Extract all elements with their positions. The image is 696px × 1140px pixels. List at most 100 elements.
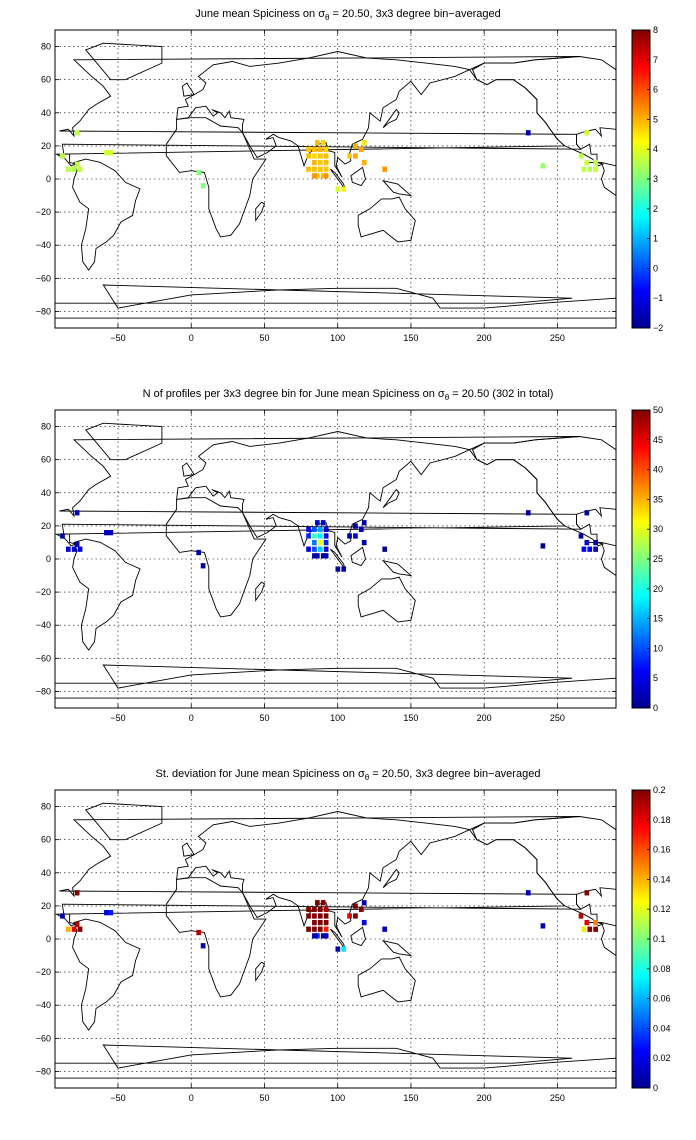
x-tick-label: 0 (189, 333, 194, 343)
data-cell (584, 919, 590, 926)
y-tick-label: −60 (36, 1033, 51, 1043)
coastline (255, 201, 266, 222)
data-cell (578, 533, 584, 539)
coastline (72, 538, 141, 651)
data-cell (361, 539, 367, 546)
colorbar-tick-label: 0.04 (653, 1023, 671, 1033)
data-cell (584, 130, 590, 136)
data-cell (525, 510, 531, 516)
data-cell (314, 933, 320, 939)
x-tick-label: 150 (403, 1093, 418, 1103)
data-cell (74, 130, 80, 136)
coastline (85, 42, 163, 81)
panel-title-text: N of profiles per 3x3 degree bin for Jun… (143, 388, 445, 400)
y-tick-label: 80 (41, 42, 51, 52)
coastline (85, 802, 163, 841)
x-tick-label: 250 (550, 1093, 565, 1103)
colorbar-tick-label: 20 (653, 584, 663, 594)
data-cell (581, 926, 587, 932)
data-cell (358, 526, 364, 532)
data-cell (317, 526, 323, 532)
x-tick-label: 200 (477, 713, 492, 723)
data-cell (317, 906, 323, 912)
data-cell (323, 539, 329, 546)
data-cell (200, 563, 206, 569)
map-panel: June mean Spiciness on σθ = 20.50, 3x3 d… (36, 8, 664, 343)
coastline (55, 1044, 616, 1079)
coastline (55, 664, 616, 699)
data-cell (200, 183, 206, 189)
coastline (350, 926, 366, 947)
data-cell (317, 919, 323, 926)
colorbar-tick-label: 0.16 (653, 845, 671, 855)
x-tick-label: 250 (550, 713, 565, 723)
data-cell (358, 906, 364, 912)
data-cell (306, 526, 311, 532)
y-tick-label: −40 (36, 1000, 51, 1010)
y-tick-label: 80 (41, 422, 51, 432)
data-cell (312, 146, 317, 152)
y-tick-label: −80 (36, 686, 51, 696)
panel-title-subscript: θ (445, 393, 450, 402)
coastlines (55, 42, 616, 319)
data-cell (540, 543, 546, 549)
coastline (382, 868, 400, 889)
x-tick-label: 150 (403, 713, 418, 723)
coastlines (55, 802, 616, 1079)
x-tick-label: −50 (110, 713, 125, 723)
coastline (55, 284, 616, 319)
data-cell (335, 566, 341, 572)
y-tick-label: −80 (36, 306, 51, 316)
panel-title: St. deviation for June mean Spiciness on… (156, 768, 541, 782)
data-cell (65, 546, 71, 552)
data-cell (382, 546, 388, 552)
data-cell (347, 153, 352, 159)
data-cell (317, 153, 323, 159)
colorbar-tick-label: 0.2 (653, 785, 666, 795)
x-tick-label: 50 (259, 1093, 269, 1103)
map-panel: St. deviation for June mean Spiciness on… (36, 768, 671, 1103)
data-cell (341, 946, 347, 952)
y-tick-label: −20 (36, 207, 51, 217)
colorbar-tick-label: 35 (653, 494, 663, 504)
colorbar-tick-label: 2 (653, 204, 658, 214)
data-cell (77, 166, 83, 172)
data-cell (314, 520, 320, 526)
coastline (165, 117, 267, 238)
panel-title-suffix: = 20.50, 3x3 degree bin−averaged (369, 768, 540, 780)
y-tick-label: 60 (41, 455, 51, 465)
data-cell (60, 153, 65, 159)
y-tick-label: 80 (41, 802, 51, 812)
x-tick-label: 100 (330, 333, 345, 343)
data-cell (317, 146, 323, 152)
colorbar-tick-label: 7 (653, 55, 658, 65)
data-cell (593, 159, 598, 166)
data-cell (71, 546, 77, 552)
coastline (381, 939, 413, 957)
data-cell (306, 546, 311, 552)
data-cell (312, 919, 317, 926)
data-cell (77, 546, 83, 552)
data-cell (312, 533, 317, 539)
data-cell (312, 153, 317, 159)
colorbar-tick-label: 3 (653, 174, 658, 184)
data-cell (60, 913, 65, 919)
coastline (181, 82, 195, 97)
data-cell (108, 910, 114, 916)
coastline (381, 559, 413, 577)
data-cell (196, 549, 202, 556)
data-cell (320, 900, 326, 906)
coastline (586, 161, 616, 197)
coastline (330, 928, 346, 950)
data-cell (358, 146, 364, 152)
data-cell (108, 150, 114, 156)
data-cell (353, 903, 358, 909)
data-cell (306, 533, 311, 539)
coastline (165, 877, 267, 998)
data-cell (341, 186, 347, 192)
data-cell (74, 541, 80, 547)
panel-title: June mean Spiciness on σθ = 20.50, 3x3 d… (195, 8, 500, 22)
data-cell (540, 163, 546, 169)
y-tick-label: 20 (41, 901, 51, 911)
